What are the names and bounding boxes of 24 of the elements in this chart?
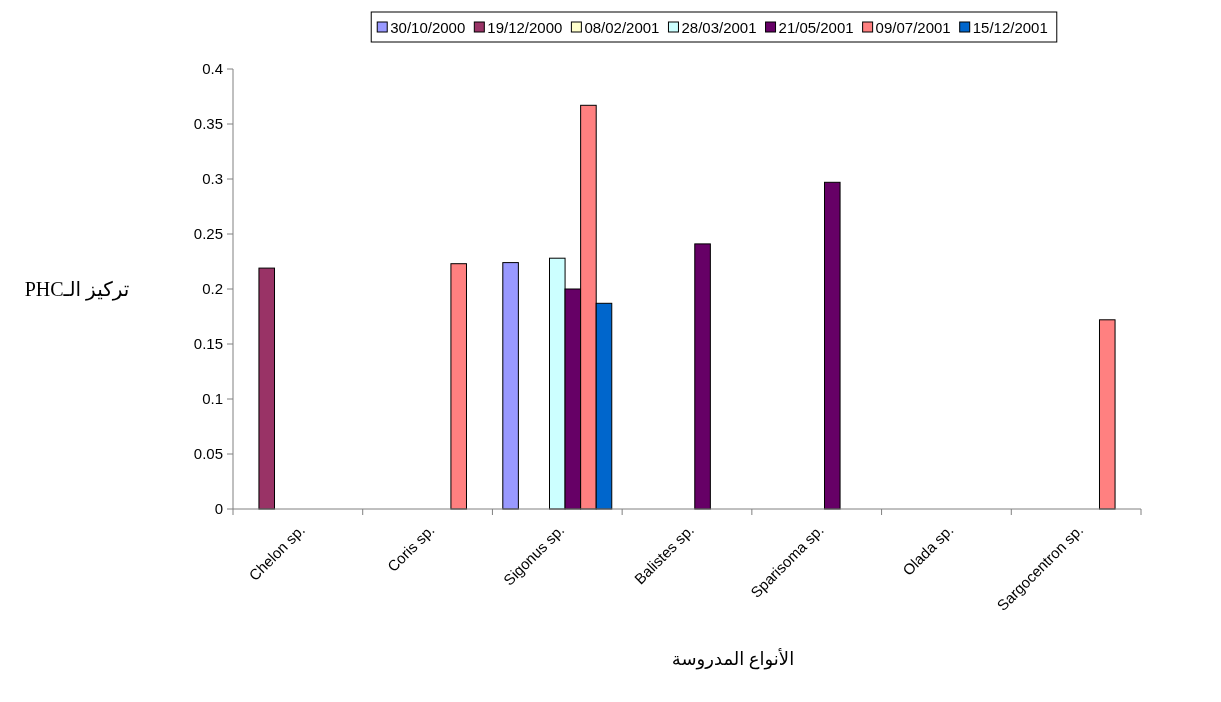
legend-label: 21/05/2001 [778, 19, 854, 36]
y-tick-label: 0.35 [193, 115, 223, 132]
legend-label: 08/02/2001 [584, 19, 660, 36]
y-tick-label: 0.1 [202, 390, 223, 407]
x-axis-title: الأنواع المدروسة [671, 648, 795, 670]
legend-label: 30/10/2000 [390, 19, 466, 36]
legend-label: 09/07/2001 [875, 19, 951, 36]
bar [502, 262, 519, 510]
y-tick-label: 0.15 [193, 335, 223, 352]
y-tick-label: 0.25 [193, 225, 223, 242]
bar [694, 243, 711, 510]
y-tick-label: 0.05 [193, 445, 223, 462]
bar [824, 181, 841, 510]
legend-label: 28/03/2001 [681, 19, 757, 36]
y-tick-label: 0.3 [202, 170, 223, 187]
bar [1098, 319, 1116, 510]
y-axis-title: تركيز الـPHC [24, 278, 130, 301]
legend-label: 19/12/2000 [487, 19, 563, 36]
bar [450, 263, 467, 510]
y-tick-label: 0.2 [202, 280, 223, 297]
y-tick-label: 0 [214, 500, 223, 517]
y-tick-label: 0.4 [202, 60, 223, 77]
legend-label: 15/12/2001 [972, 19, 1048, 36]
bar [258, 267, 276, 510]
